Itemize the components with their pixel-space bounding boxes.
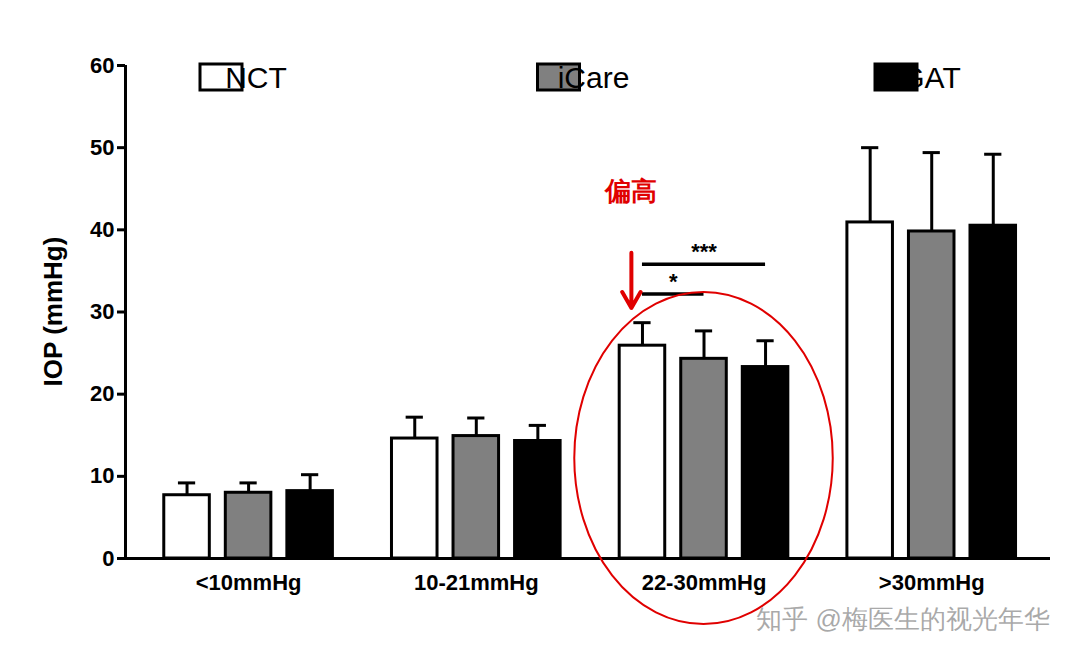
- svg-text:40: 40: [90, 217, 114, 242]
- svg-text:***: ***: [691, 239, 717, 264]
- svg-text:>30mmHg: >30mmHg: [879, 570, 985, 595]
- svg-text:GAT: GAT: [901, 61, 960, 94]
- svg-text:20: 20: [90, 381, 114, 406]
- svg-text:IOP (mmHg): IOP (mmHg): [38, 237, 68, 387]
- svg-text:*: *: [669, 269, 678, 294]
- svg-text:<10mmHg: <10mmHg: [196, 570, 302, 595]
- svg-text:10: 10: [90, 463, 114, 488]
- svg-text:30: 30: [90, 299, 114, 324]
- svg-text:iCare: iCare: [558, 61, 630, 94]
- svg-text:60: 60: [90, 53, 114, 78]
- svg-text:NCT: NCT: [225, 61, 287, 94]
- svg-text:知乎 @梅医生的视光年华: 知乎 @梅医生的视光年华: [756, 604, 1050, 634]
- svg-text:50: 50: [90, 135, 114, 160]
- svg-text:偏高: 偏高: [604, 176, 657, 206]
- svg-text:10-21mmHg: 10-21mmHg: [414, 570, 539, 595]
- svg-text:22-30mmHg: 22-30mmHg: [642, 570, 767, 595]
- svg-text:0: 0: [102, 546, 114, 571]
